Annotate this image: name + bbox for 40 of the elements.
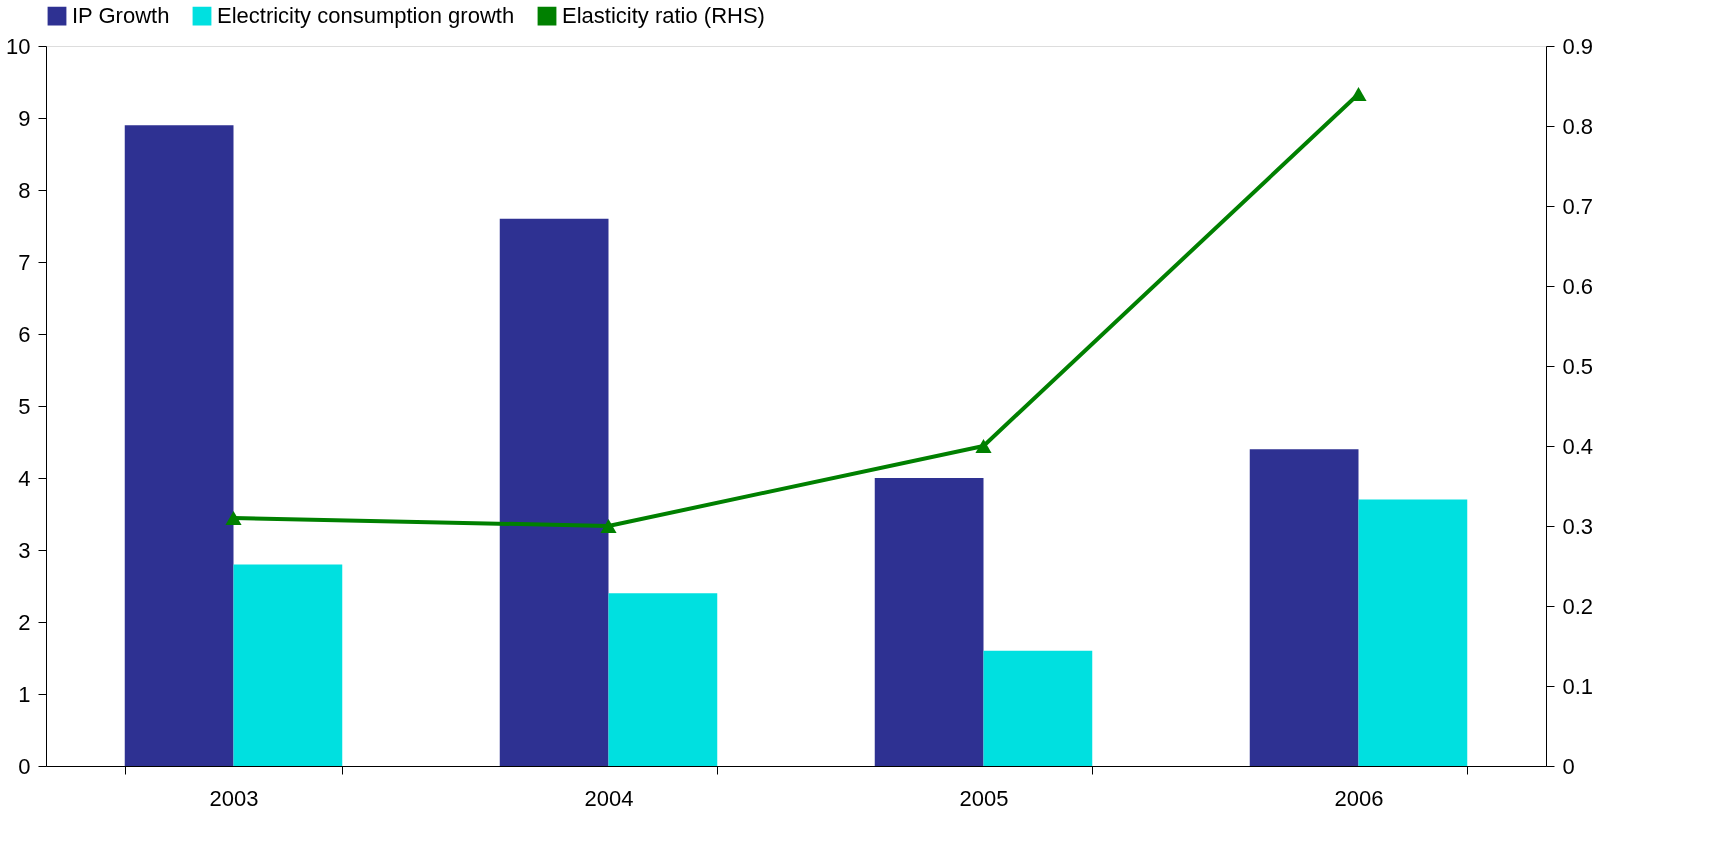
- y2-tick-label: 0.4: [1562, 433, 1594, 459]
- point: [1350, 87, 1367, 101]
- bar: [983, 650, 1093, 766]
- legend-label: Elasticity ratio (RHS): [562, 3, 765, 29]
- y-tick-label: 6: [18, 321, 31, 347]
- y2-tick-label: 0.3: [1562, 513, 1594, 539]
- legend-label: IP Growth: [72, 3, 170, 29]
- point: [600, 519, 617, 533]
- bar: [874, 478, 984, 766]
- y2-tick-label: 0.5: [1562, 353, 1594, 379]
- y2-tick-label: 0.9: [1562, 33, 1594, 59]
- point: [975, 439, 992, 453]
- y-tick-label: 10: [6, 33, 31, 59]
- y-tick-label: 0: [18, 753, 31, 779]
- y-tick-label: 5: [18, 393, 31, 419]
- y-tick-label: 9: [18, 105, 31, 131]
- y-tick-label: 4: [18, 465, 31, 491]
- bar: [124, 125, 234, 766]
- bar: [608, 593, 718, 766]
- y-tick-label: 7: [18, 249, 31, 275]
- y2-tick-label: 0: [1562, 753, 1575, 779]
- y-tick-label: 1: [18, 681, 31, 707]
- x-tick-label: 2004: [584, 785, 634, 811]
- y2-tick-label: 0.2: [1562, 593, 1594, 619]
- y-tick-label: 3: [18, 537, 31, 563]
- x-tick-label: 2003: [209, 785, 259, 811]
- y2-tick-label: 0.1: [1562, 673, 1594, 699]
- legend-label: Electricity consumption growth: [217, 3, 515, 29]
- y-tick-label: 2: [18, 609, 31, 635]
- x-tick-label: 2006: [1334, 785, 1384, 811]
- bar: [233, 564, 343, 766]
- bar: [499, 218, 609, 766]
- x-tick-label: 2005: [959, 785, 1009, 811]
- bar: [1358, 499, 1468, 766]
- y2-tick-label: 0.6: [1562, 273, 1594, 299]
- bar: [1249, 449, 1359, 766]
- y2-tick-label: 0.7: [1562, 193, 1594, 219]
- y2-tick-label: 0.8: [1562, 113, 1594, 139]
- y-tick-label: 8: [18, 177, 31, 203]
- point: [225, 511, 242, 525]
